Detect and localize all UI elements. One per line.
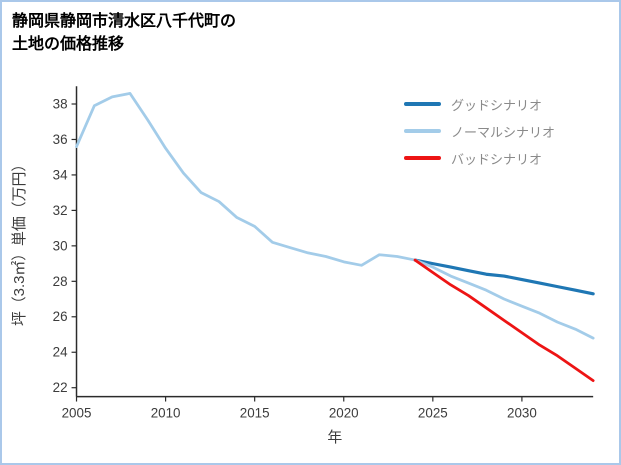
legend-item-normal: ノーマルシナリオ xyxy=(404,121,555,141)
x-tick-label: 2015 xyxy=(240,405,270,420)
legend-label-good: グッドシナリオ xyxy=(451,97,543,113)
legend-item-bad: バッドシナリオ xyxy=(404,148,555,168)
y-tick-label: 34 xyxy=(53,167,68,182)
chart-title-line2: 土地の価格推移 xyxy=(12,36,125,54)
chart-title-line1: 静岡県静岡市清水区八千代町の xyxy=(12,13,237,30)
y-tick-label: 32 xyxy=(53,203,68,218)
y-tick-label: 26 xyxy=(53,309,68,324)
chart-legend: グッドシナリオ ノーマルシナリオ バッドシナリオ xyxy=(404,94,555,175)
legend-swatch-normal xyxy=(404,129,441,133)
x-axis-title: 年 xyxy=(327,429,342,446)
series-line-bad xyxy=(413,258,595,383)
x-tick-label: 2020 xyxy=(329,405,359,420)
y-tick-label: 30 xyxy=(53,238,68,253)
y-tick-label: 36 xyxy=(53,132,68,147)
y-axis-title: 坪（3.3㎡）単価（万円） xyxy=(11,157,28,326)
series-line-normal xyxy=(75,92,595,340)
legend-label-bad: バッドシナリオ xyxy=(451,151,543,167)
legend-item-good: グッドシナリオ xyxy=(404,94,555,114)
y-tick-label: 24 xyxy=(53,345,68,360)
legend-swatch-good xyxy=(404,102,441,106)
x-tick-label: 2010 xyxy=(151,405,181,420)
series-line-good xyxy=(413,258,595,296)
legend-swatch-bad xyxy=(404,156,441,160)
y-tick-label: 28 xyxy=(53,274,68,289)
y-tick-label: 38 xyxy=(53,96,68,111)
chart-title: 静岡県静岡市清水区八千代町の 土地の価格推移 xyxy=(12,10,236,56)
x-tick-label: 2025 xyxy=(418,405,448,420)
x-tick-label: 2005 xyxy=(62,405,92,420)
legend-label-normal: ノーマルシナリオ xyxy=(451,124,556,140)
x-tick-label: 2030 xyxy=(507,405,537,420)
y-tick-label: 22 xyxy=(53,380,68,395)
